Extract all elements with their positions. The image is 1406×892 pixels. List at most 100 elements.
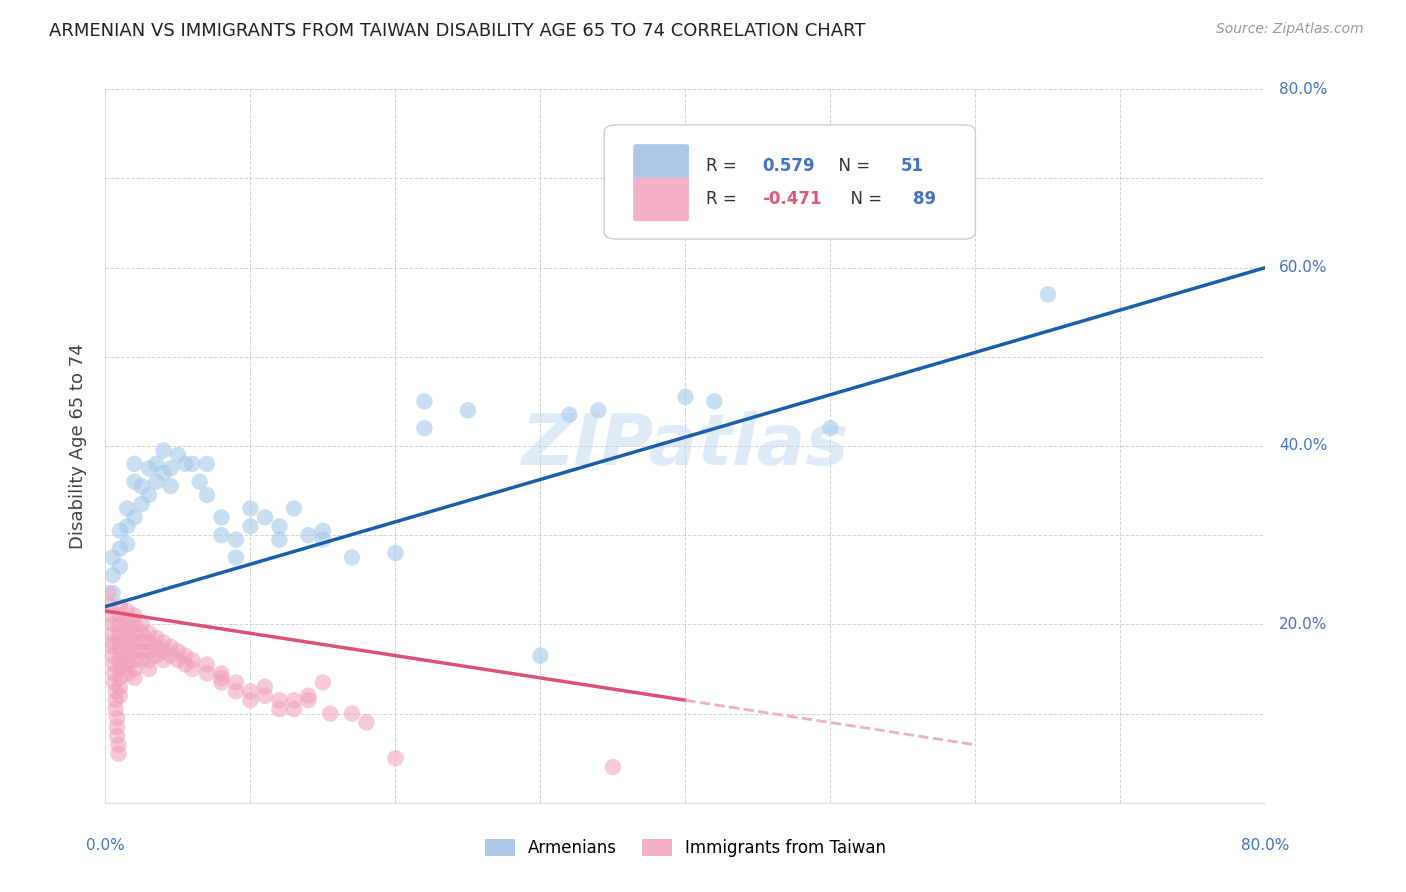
Point (297, 528, 319, 542)
Point (195, 657, 218, 672)
Point (269, 702, 291, 716)
Point (108, 689, 131, 703)
Point (131, 653, 153, 667)
Point (159, 461, 181, 475)
Point (602, 760, 624, 774)
Point (101, 586, 124, 600)
Point (124, 644, 146, 658)
Point (181, 662, 204, 676)
Point (101, 550, 124, 565)
Text: 89: 89 (912, 191, 936, 209)
Point (138, 662, 160, 676)
Point (297, 689, 319, 703)
Point (108, 680, 131, 694)
Point (152, 653, 174, 667)
Point (108, 559, 131, 574)
Point (124, 635, 146, 649)
Text: 60.0%: 60.0% (1279, 260, 1327, 275)
Point (108, 653, 131, 667)
Point (101, 648, 124, 663)
Point (145, 648, 167, 663)
Point (131, 644, 153, 658)
Point (181, 457, 204, 471)
Point (211, 675, 233, 690)
Point (152, 443, 174, 458)
Point (103, 666, 125, 681)
Point (413, 394, 436, 409)
Point (107, 738, 129, 752)
Point (253, 680, 276, 694)
Point (108, 626, 131, 640)
Point (124, 617, 146, 632)
Point (108, 671, 131, 685)
Point (174, 657, 197, 672)
Point (145, 631, 167, 645)
Point (211, 666, 233, 681)
Point (167, 644, 190, 658)
Point (103, 675, 125, 690)
Point (239, 519, 262, 533)
Point (703, 394, 725, 409)
Point (145, 640, 167, 654)
Point (124, 608, 146, 623)
Point (138, 653, 160, 667)
Point (269, 693, 291, 707)
Point (101, 635, 124, 649)
Point (138, 488, 160, 502)
Point (152, 466, 174, 480)
Point (107, 747, 129, 761)
Point (558, 408, 581, 422)
Point (138, 644, 160, 658)
Point (319, 706, 342, 721)
FancyBboxPatch shape (633, 145, 689, 187)
Point (124, 662, 146, 676)
Text: 80.0%: 80.0% (1279, 82, 1327, 96)
Point (124, 626, 146, 640)
Point (225, 550, 247, 565)
Point (138, 626, 160, 640)
Point (115, 604, 138, 618)
Point (225, 533, 247, 547)
Point (159, 640, 181, 654)
Text: ZIPatlas: ZIPatlas (522, 411, 849, 481)
Point (145, 475, 167, 489)
Point (101, 626, 124, 640)
Point (124, 475, 146, 489)
Point (124, 510, 146, 524)
Point (529, 648, 551, 663)
Point (105, 729, 128, 743)
Point (105, 720, 128, 734)
Text: ARMENIAN VS IMMIGRANTS FROM TAIWAN DISABILITY AGE 65 TO 74 CORRELATION CHART: ARMENIAN VS IMMIGRANTS FROM TAIWAN DISAB… (49, 22, 866, 40)
Point (100, 608, 122, 623)
Point (152, 644, 174, 658)
Point (101, 640, 124, 654)
Point (115, 666, 138, 681)
Point (239, 693, 262, 707)
Point (131, 626, 153, 640)
Point (131, 497, 153, 511)
Point (138, 635, 160, 649)
Point (312, 675, 335, 690)
Point (340, 706, 363, 721)
Point (108, 541, 131, 556)
Point (108, 644, 131, 658)
Point (588, 403, 610, 417)
FancyBboxPatch shape (633, 178, 689, 221)
Point (312, 524, 335, 538)
Point (174, 648, 197, 663)
Point (253, 689, 276, 703)
Point (98, 599, 121, 614)
Legend: Armenians, Immigrants from Taiwan: Armenians, Immigrants from Taiwan (477, 831, 894, 866)
Point (159, 479, 181, 493)
Point (340, 550, 363, 565)
Point (312, 533, 335, 547)
Text: N =: N = (828, 157, 876, 175)
Point (103, 657, 125, 672)
Point (195, 457, 218, 471)
Point (131, 635, 153, 649)
Point (131, 617, 153, 632)
Point (115, 622, 138, 636)
Point (108, 617, 131, 632)
Point (384, 751, 406, 765)
Text: 20.0%: 20.0% (1279, 617, 1327, 632)
